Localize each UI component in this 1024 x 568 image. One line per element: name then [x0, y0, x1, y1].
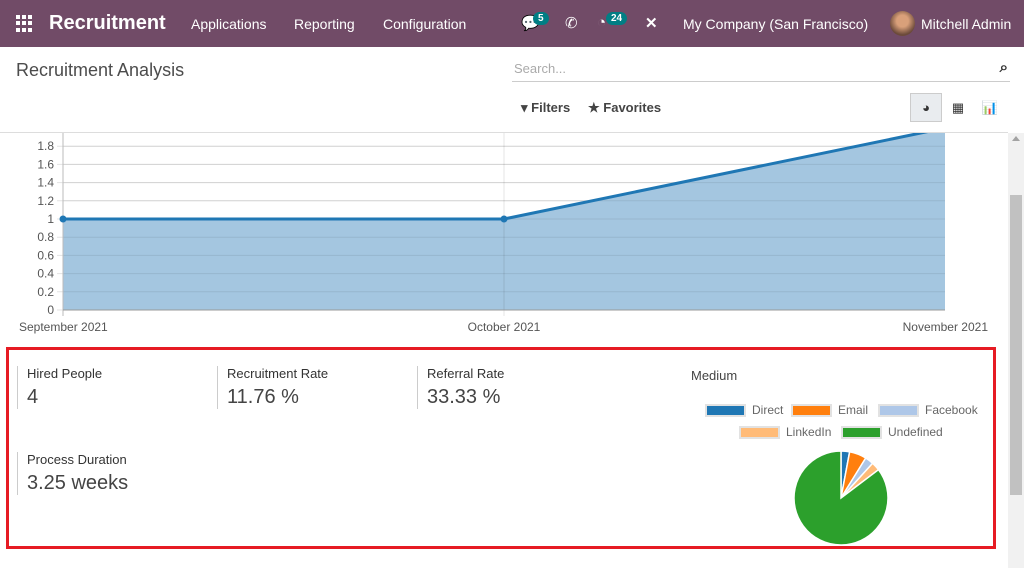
- app-title[interactable]: Recruitment: [49, 12, 166, 34]
- x-tick-label: October 2021: [468, 320, 541, 334]
- user-menu[interactable]: Mitchell Admin: [921, 16, 1012, 32]
- pie-chart: [793, 450, 889, 546]
- kpi-recruitment-rate[interactable]: Recruitment Rate 11.76 %: [217, 366, 328, 409]
- kpi-value: 3.25 weeks: [27, 472, 129, 494]
- filters-button[interactable]: ▾ Filters: [521, 100, 570, 116]
- legend-label: LinkedIn: [786, 425, 832, 439]
- activities-badge: 24: [606, 12, 628, 25]
- y-tick-label: 1: [47, 212, 54, 226]
- line-chart: 0 0.2 0.4 0.6 0.8 1 1.2 1.4 1.6 1.8 September 2021…: [19, 133, 989, 334]
- user-avatar[interactable]: [890, 11, 915, 36]
- highlight-box: [6, 347, 996, 549]
- favorites-label: Favorites: [603, 100, 662, 115]
- navbar: Recruitment Applications Reporting Confi…: [0, 0, 1024, 47]
- legend-swatch: [791, 403, 832, 417]
- scroll-up-icon[interactable]: [1012, 136, 1020, 141]
- y-tick-label: 0: [47, 303, 54, 317]
- kpi-process-duration[interactable]: Process Duration 3.25 weeks: [17, 452, 128, 495]
- y-tick-label: 0.2: [37, 285, 54, 299]
- menu-configuration[interactable]: Configuration: [383, 16, 467, 32]
- legend-item-email[interactable]: Email: [791, 403, 868, 417]
- pie-title: Medium: [691, 368, 738, 383]
- menu-applications[interactable]: Applications: [191, 16, 267, 32]
- filters-label: Filters: [531, 100, 571, 115]
- menu-reporting[interactable]: Reporting: [294, 16, 355, 32]
- scrollbar[interactable]: [1008, 133, 1024, 568]
- legend-label: Email: [838, 403, 869, 417]
- pie-slice-undefined: [793, 450, 889, 546]
- legend-swatch: [705, 403, 746, 417]
- kpi-hired-people[interactable]: Hired People 4: [17, 366, 102, 409]
- bar-chart-icon: 📊: [981, 99, 999, 115]
- legend-label: Undefined: [888, 425, 943, 439]
- kpi-value: 4: [27, 386, 39, 408]
- table-icon: ▦: [951, 99, 965, 115]
- legend-swatch: [739, 425, 780, 439]
- kpi-label: Hired People: [27, 366, 103, 381]
- graph-view-button[interactable]: 📊: [974, 93, 1006, 122]
- x-tick-label: November 2021: [903, 320, 989, 334]
- data-point: [500, 215, 508, 223]
- y-tick-label: 1.2: [37, 194, 54, 208]
- kpi-value: 33.33 %: [427, 386, 501, 408]
- kpi-referral-rate[interactable]: Referral Rate 33.33 %: [417, 366, 504, 409]
- divider: [0, 132, 1008, 133]
- filter-icon: ▾: [521, 100, 528, 115]
- favorites-button[interactable]: ★ Favorites: [588, 100, 661, 116]
- dashboard-view-button[interactable]: ◕: [910, 93, 942, 122]
- search-icon[interactable]: ⌕: [999, 59, 1008, 76]
- y-tick-label: 0.4: [37, 267, 54, 281]
- y-tick-label: 1.8: [37, 139, 54, 153]
- legend-swatch: [878, 403, 919, 417]
- kpi-label: Process Duration: [27, 452, 127, 467]
- legend-swatch: [841, 425, 882, 439]
- search-placeholder: Search...: [514, 61, 567, 76]
- page-title: Recruitment Analysis: [16, 60, 185, 80]
- legend-label: Direct: [752, 403, 784, 417]
- legend-item-direct[interactable]: Direct: [705, 403, 783, 417]
- scrollbar-thumb[interactable]: [1010, 195, 1022, 495]
- kpi-value: 11.76 %: [227, 386, 299, 408]
- legend-item-facebook[interactable]: Facebook: [878, 403, 978, 417]
- search-input[interactable]: Search... ⌕: [512, 55, 1010, 82]
- legend-item-linkedin[interactable]: LinkedIn: [739, 425, 831, 439]
- star-icon: ★: [588, 100, 600, 115]
- x-tick-label: September 2021: [19, 320, 108, 334]
- legend-item-undefined[interactable]: Undefined: [841, 425, 943, 439]
- kpi-label: Referral Rate: [427, 366, 505, 381]
- y-tick-label: 0.8: [37, 230, 54, 244]
- y-tick-label: 1.6: [37, 157, 54, 171]
- apps-menu-icon[interactable]: [16, 15, 33, 32]
- kpi-label: Recruitment Rate: [227, 366, 329, 381]
- y-tick-label: 0.6: [37, 248, 54, 262]
- company-switcher[interactable]: My Company (San Francisco): [683, 16, 869, 32]
- phone-icon[interactable]: ✆: [565, 15, 578, 32]
- legend-label: Facebook: [925, 403, 978, 417]
- pivot-view-button[interactable]: ▦: [942, 93, 974, 122]
- y-tick-label: 1.4: [37, 176, 54, 190]
- messages-badge: 5: [533, 12, 549, 25]
- activities-icon[interactable]: ◔: [597, 14, 607, 31]
- data-point: [59, 215, 67, 223]
- dashboard-icon: ◕: [922, 100, 930, 115]
- debug-tools-icon[interactable]: ✕: [645, 15, 658, 32]
